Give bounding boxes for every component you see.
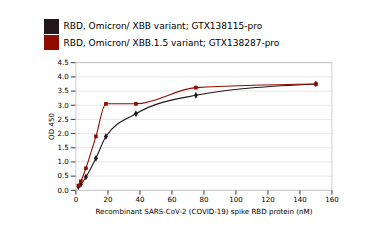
svg-text:2.5: 2.5 <box>58 114 69 123</box>
html-text:RBD, Omicron/ XBB variant; GTX: RBD, Omicron/ XBB variant; GTX138115-pro <box>63 21 263 32</box>
svg-text:0.0: 0.0 <box>58 185 70 194</box>
svg-text:OD 450: OD 450 <box>47 112 56 139</box>
svg-text:160: 160 <box>325 195 339 204</box>
svg-text:1.5: 1.5 <box>58 143 69 152</box>
svg-text:1.0: 1.0 <box>58 157 70 166</box>
svg-text:3.0: 3.0 <box>58 100 70 109</box>
svg-text:40: 40 <box>135 195 145 204</box>
svg-text:140: 140 <box>293 195 307 204</box>
svg-text:4.5: 4.5 <box>58 57 69 66</box>
svg-text:0: 0 <box>74 195 79 204</box>
html-text:RBD, Omicron/ XBB.1.5 variant;: RBD, Omicron/ XBB.1.5 variant; GTX138287… <box>63 37 280 48</box>
svg-text:4.0: 4.0 <box>58 72 70 81</box>
svg-text:120: 120 <box>261 195 275 204</box>
svg-text:3.5: 3.5 <box>58 86 69 95</box>
svg-text:60: 60 <box>167 195 177 204</box>
svg-text:2.0: 2.0 <box>58 128 70 137</box>
svg-text:20: 20 <box>103 195 113 204</box>
svg-text:100: 100 <box>229 195 243 204</box>
svg-text:80: 80 <box>199 195 209 204</box>
svg-text:Recombinant SARS-CoV-2 (COVID-: Recombinant SARS-CoV-2 (COVID-19) spike … <box>95 206 312 215</box>
svg-text:0.5: 0.5 <box>58 171 69 180</box>
